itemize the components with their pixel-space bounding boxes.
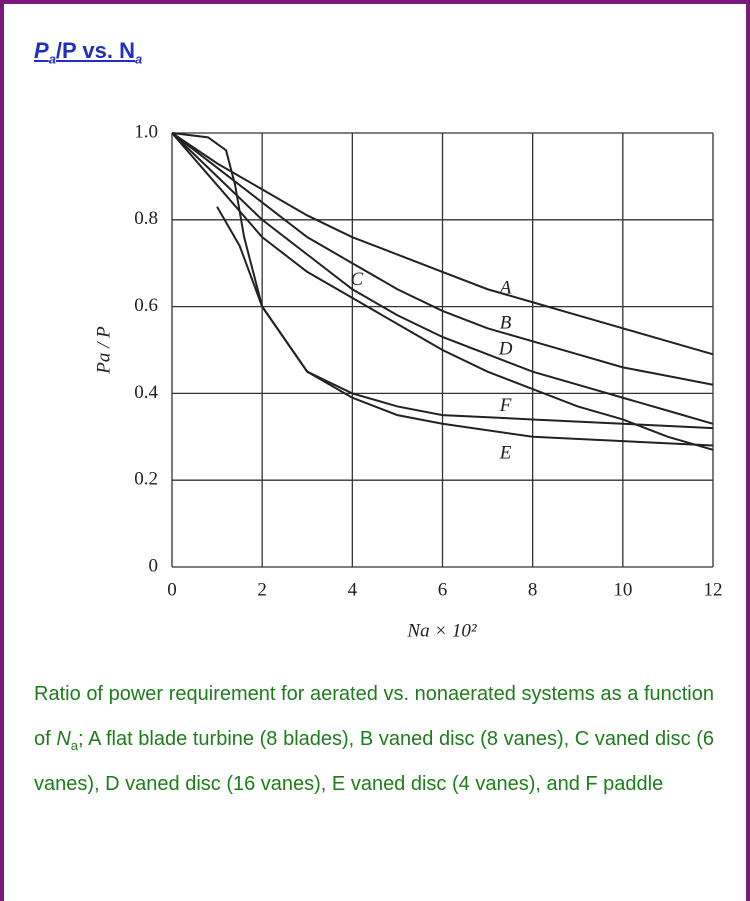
x-tick-label: 6 — [438, 579, 448, 600]
y-tick-label: 0 — [149, 555, 159, 576]
curve-label: B — [500, 312, 512, 333]
curve — [171, 132, 714, 425]
caption-subscript: a — [70, 738, 79, 753]
title-subscript: a — [48, 51, 56, 67]
curve — [216, 206, 714, 430]
curve-label: D — [498, 338, 513, 359]
x-tick-label: 4 — [348, 579, 358, 600]
title-subscript: a — [135, 51, 143, 67]
x-tick-label: 0 — [167, 579, 177, 600]
x-axis-label: Na × 10² — [406, 620, 476, 641]
caption-text: Ratio of power requirement for aerated v… — [34, 683, 714, 750]
curve — [171, 132, 714, 386]
x-tick-label: 2 — [257, 579, 267, 600]
slide-title: Pa/P vs. Na — [34, 38, 142, 66]
y-tick-label: 0.4 — [134, 382, 158, 403]
y-axis-label: Pa / P — [93, 326, 114, 375]
chart: Pa / P Na × 10² 0 0.2 0.4 0.6 0.8 1.0 0 2 4 6 8 10 1… — [93, 121, 723, 641]
curve-label: E — [499, 443, 512, 464]
curve-label: A — [498, 278, 512, 299]
caption-symbol: N — [56, 728, 71, 750]
y-tick-label: 0.6 — [134, 295, 158, 316]
title-part: P — [34, 38, 49, 63]
y-tick-label: 0.2 — [134, 469, 158, 490]
curve — [171, 132, 714, 451]
y-tick-label: 1.0 — [134, 121, 158, 142]
x-tick-label: 8 — [528, 579, 538, 600]
caption-text: ; A flat blade turbine (8 blades), B van… — [34, 728, 714, 795]
curve-label: F — [499, 395, 512, 416]
x-tick-label: 10 — [613, 579, 632, 600]
title-part: /P vs. N — [55, 38, 136, 63]
y-tick-label: 0.8 — [134, 208, 158, 229]
x-tick-label: 12 — [704, 579, 723, 600]
curve — [171, 132, 714, 356]
caption: Ratio of power requirement for aerated v… — [34, 672, 714, 807]
curve-label: C — [350, 269, 363, 290]
